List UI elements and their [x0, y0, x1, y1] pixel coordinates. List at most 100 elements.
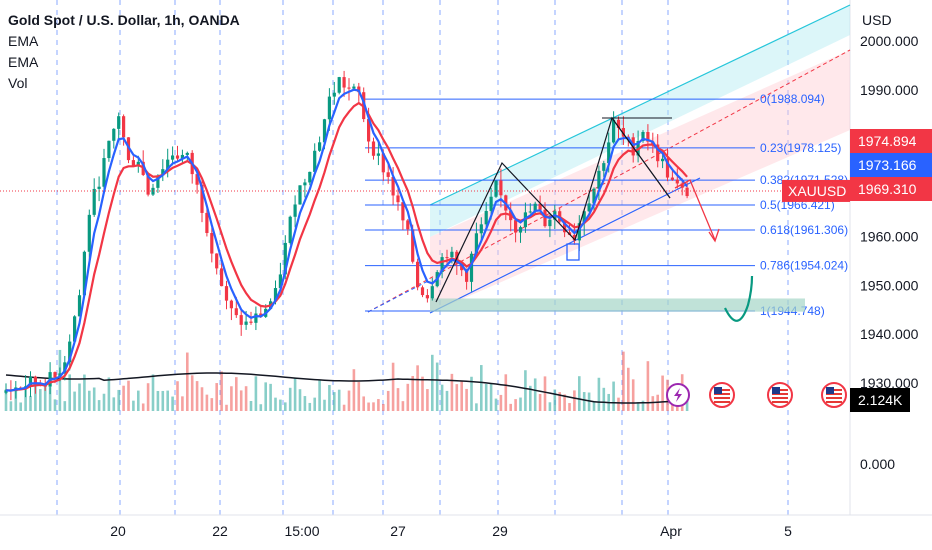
candle-body [460, 263, 464, 271]
price-tag-value: 1973.166 [858, 157, 917, 173]
candle-body [210, 233, 214, 254]
volume-bar [298, 389, 302, 411]
volume-bar [269, 383, 272, 411]
candle-body [518, 227, 523, 233]
candle-body [665, 158, 670, 178]
price-tag-value: 1974.894 [858, 133, 917, 149]
indicator-ema-2[interactable]: EMA [8, 54, 39, 70]
candle-body [621, 127, 625, 137]
volume-bar [357, 382, 361, 411]
candle-body [77, 295, 82, 317]
candle-body [396, 195, 400, 203]
fib-level-label: 0.786(1954.024) [760, 259, 848, 273]
candle-body [420, 287, 425, 296]
ema-fast-line[interactable] [5, 88, 688, 392]
volume-bar [651, 396, 655, 411]
candle-body [499, 180, 503, 196]
time-tick-label: 29 [492, 523, 508, 539]
volume-bar [259, 404, 263, 411]
candle-body [656, 144, 660, 162]
candle-body [533, 203, 537, 212]
candle-body [28, 376, 33, 387]
projection-arrow[interactable] [674, 179, 716, 241]
volume-bar [127, 380, 130, 411]
candle-body [342, 77, 346, 88]
candle-body [278, 274, 282, 289]
candle-body [220, 268, 224, 287]
volume-bar [190, 375, 194, 411]
volume-bar [475, 403, 478, 411]
ema-slow-line[interactable] [5, 101, 688, 392]
us-flag-icon[interactable] [767, 382, 793, 408]
candle-body [602, 163, 606, 171]
candle-body [97, 186, 101, 189]
volume-bar [538, 393, 542, 411]
volume-bar [254, 376, 258, 411]
volume-bar [480, 365, 483, 411]
volume-bar [107, 377, 111, 411]
volume-bar [112, 397, 116, 411]
volume-bar [514, 399, 517, 411]
volume-bar [504, 374, 508, 411]
price-tag[interactable]: 1973.166 [850, 153, 932, 177]
lightning-icon[interactable] [666, 383, 690, 407]
volume-bar [558, 392, 561, 411]
symbol-title[interactable]: Gold Spot / U.S. Dollar, 1h, OANDA [8, 12, 240, 28]
candle-body [332, 92, 336, 97]
candle-body [450, 251, 454, 258]
volume-bar [553, 389, 557, 411]
volume-bar [274, 397, 277, 411]
volume-bar [636, 402, 640, 411]
volume-bar [78, 383, 81, 411]
candle-body [229, 300, 233, 309]
channel-upper-line[interactable] [429, 4, 851, 206]
volume-bar [382, 404, 385, 411]
price-tick-label: 1940.000 [860, 326, 919, 342]
volume-bar [34, 383, 37, 411]
price-tag[interactable]: 1969.310 [850, 177, 932, 201]
channel-lower-line[interactable] [429, 177, 701, 314]
volume-bar [524, 370, 527, 411]
candle-body [381, 153, 385, 173]
volume-bar [377, 399, 380, 411]
volume-bar [445, 390, 449, 411]
candle-body [303, 182, 307, 186]
volume-bar [68, 374, 71, 411]
volume-bar [9, 401, 13, 411]
candle-body [117, 116, 121, 129]
indicator-vol[interactable]: Vol [8, 75, 28, 91]
volume-bar [641, 400, 645, 411]
symbol-tag[interactable]: XAUUSD [782, 179, 850, 202]
candle-body [661, 158, 665, 162]
candle-body [465, 270, 469, 282]
volume-bar [582, 392, 586, 411]
volume-tag[interactable]: 2.124K [850, 388, 910, 412]
us-flag-icon[interactable] [821, 382, 847, 408]
volume-bar [328, 385, 331, 411]
candle-body [411, 229, 415, 262]
marker-box[interactable] [566, 243, 580, 261]
candle-body [680, 183, 684, 188]
volume-bar [401, 401, 405, 411]
indicator-ema-1[interactable]: EMA [8, 33, 39, 49]
volume-series [4, 349, 689, 411]
pattern-neck-line [611, 117, 671, 199]
volume-bar [499, 394, 503, 411]
candle-body [92, 188, 96, 215]
volume-bar [622, 351, 625, 411]
candle-body [156, 175, 160, 188]
projection-curve[interactable] [724, 275, 754, 322]
volume-tick-label: 0.000 [860, 456, 895, 472]
volume-bar [102, 393, 106, 411]
target-zone[interactable] [430, 298, 805, 312]
volume-bar [318, 379, 321, 411]
us-flag-icon[interactable] [709, 382, 735, 408]
price-tag[interactable]: 1974.894 [850, 129, 932, 153]
volume-bar [450, 373, 454, 411]
candle-body [102, 158, 106, 187]
candle-body [107, 140, 111, 159]
symbol-tag-label: XAUUSD [788, 183, 846, 199]
candle-body [146, 174, 150, 195]
volume-bar [367, 402, 370, 411]
